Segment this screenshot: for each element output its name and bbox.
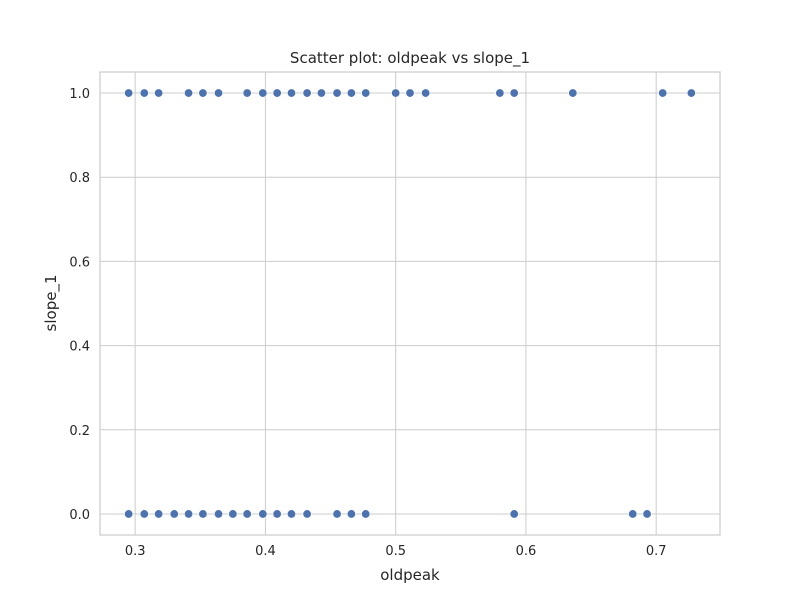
data-point	[124, 88, 134, 98]
data-point	[346, 88, 356, 98]
x-tick-label: 0.4	[255, 544, 276, 559]
x-tick-label: 0.3	[125, 544, 146, 559]
data-point	[302, 88, 312, 98]
data-point	[568, 88, 578, 98]
data-point	[509, 88, 519, 98]
data-point	[686, 88, 696, 98]
x-tick-label: 0.6	[516, 544, 537, 559]
data-point	[628, 509, 638, 519]
data-point	[332, 509, 342, 519]
data-point	[286, 509, 296, 519]
data-point	[272, 88, 282, 98]
data-point	[346, 509, 356, 519]
data-point	[332, 88, 342, 98]
y-tick-label: 1.0	[69, 87, 90, 102]
data-point	[272, 509, 282, 519]
data-point	[214, 88, 224, 98]
data-point	[258, 88, 268, 98]
data-point	[509, 509, 519, 519]
data-point	[258, 509, 268, 519]
y-tick-label: 0.6	[69, 255, 90, 270]
data-point	[658, 88, 668, 98]
y-tick-label: 0.4	[69, 340, 90, 355]
x-tick-label: 0.5	[385, 544, 406, 559]
data-point	[169, 509, 179, 519]
data-point	[286, 88, 296, 98]
chart-title: Scatter plot: oldpeak vs slope_1	[290, 49, 530, 68]
y-tick-labels: 0.0 0.2 0.4 0.6 0.8 1.0	[69, 87, 90, 523]
data-point	[405, 88, 415, 98]
data-point	[361, 88, 371, 98]
data-point	[198, 88, 208, 98]
data-point	[198, 509, 208, 519]
data-point	[184, 88, 194, 98]
data-point	[316, 88, 326, 98]
points-layer	[124, 88, 696, 519]
data-point	[154, 509, 164, 519]
data-point	[495, 88, 505, 98]
plot-frame	[99, 71, 721, 536]
data-point	[361, 509, 371, 519]
data-point	[421, 88, 431, 98]
data-point	[242, 509, 252, 519]
y-axis-label: slope_1	[42, 275, 61, 332]
data-point	[302, 509, 312, 519]
grid-layer	[100, 72, 720, 535]
x-axis-label: oldpeak	[380, 566, 440, 584]
data-point	[391, 88, 401, 98]
y-tick-label: 0.2	[69, 424, 90, 439]
data-point	[642, 509, 652, 519]
y-tick-label: 0.8	[69, 171, 90, 186]
data-point	[139, 88, 149, 98]
x-tick-labels: 0.3 0.4 0.5 0.6 0.7	[125, 544, 667, 559]
data-point	[214, 509, 224, 519]
y-tick-label: 0.0	[69, 508, 90, 523]
data-point	[154, 88, 164, 98]
data-point	[242, 88, 252, 98]
data-point	[228, 509, 238, 519]
x-tick-label: 0.7	[646, 544, 667, 559]
data-point	[184, 509, 194, 519]
data-point	[139, 509, 149, 519]
data-point	[124, 509, 134, 519]
